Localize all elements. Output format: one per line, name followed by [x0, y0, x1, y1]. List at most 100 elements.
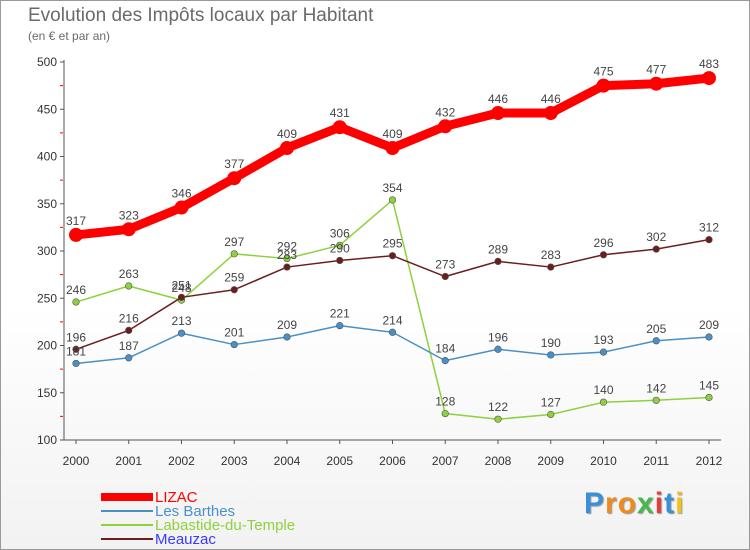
logo-letter: P [584, 487, 606, 520]
data-point [230, 250, 238, 258]
data-label: 140 [593, 383, 613, 397]
data-label: 283 [541, 248, 561, 262]
data-label: 290 [330, 241, 350, 255]
data-point [547, 351, 555, 359]
y-tick-label: 500 [37, 55, 57, 69]
data-label: 295 [382, 237, 402, 251]
logo-letter: r [605, 487, 618, 520]
data-label: 209 [699, 318, 719, 332]
data-point [649, 76, 664, 91]
data-point [177, 293, 186, 301]
chart-subtitle: (en € et par an) [28, 29, 111, 43]
data-point [494, 257, 502, 265]
y-tick-label: 400 [37, 150, 57, 164]
data-point [652, 245, 660, 253]
data-point [596, 78, 611, 93]
data-label: 246 [66, 283, 86, 297]
data-label: 128 [435, 395, 455, 409]
y-tick-label: 250 [37, 291, 57, 305]
data-point [702, 71, 716, 86]
x-tick-label: 2012 [696, 454, 723, 468]
x-tick-label: 2004 [274, 454, 301, 468]
data-point [280, 140, 294, 155]
data-point [491, 106, 505, 121]
data-point [599, 398, 608, 406]
series-line-labastide-du-temple [75, 199, 710, 420]
data-point [230, 340, 238, 349]
data-label: 196 [488, 330, 508, 344]
data-point [125, 282, 133, 290]
x-tick-label: 2003 [221, 454, 248, 468]
logo-letter: i [675, 487, 685, 520]
data-label: 184 [435, 342, 455, 356]
data-point [388, 252, 397, 260]
data-label: 251 [171, 278, 191, 292]
data-label: 432 [435, 105, 455, 119]
data-point [547, 410, 555, 419]
data-label: 142 [646, 381, 666, 395]
data-label: 296 [593, 236, 613, 250]
data-point [705, 333, 713, 341]
data-label: 145 [699, 378, 719, 392]
legend-label: Les Barthes [155, 503, 236, 520]
data-point [705, 236, 713, 244]
data-label: 214 [382, 313, 402, 327]
logo-letter: o [617, 487, 638, 520]
x-tick-label: 2009 [537, 454, 564, 468]
y-tick-label: 150 [37, 386, 57, 400]
data-label: 306 [330, 226, 350, 240]
data-point [494, 415, 502, 423]
data-label: 312 [699, 221, 719, 235]
logo-letter: t [664, 487, 676, 520]
logo-letter: i [654, 487, 665, 520]
data-label: 346 [171, 187, 191, 201]
x-tick-label: 2005 [326, 454, 353, 468]
data-point [72, 359, 80, 368]
data-label: 289 [488, 242, 508, 256]
data-label: 323 [119, 208, 139, 222]
x-tick-label: 2011 [643, 454, 669, 468]
chart-title: Evolution des Impôts locaux par Habitant [28, 5, 374, 26]
series-line-lizac [71, 73, 714, 240]
data-label: 302 [646, 230, 666, 244]
y-tick-label: 450 [37, 102, 57, 116]
x-tick-label: 2007 [432, 454, 459, 468]
data-point [441, 357, 449, 365]
data-label: 446 [541, 92, 561, 106]
proxiti-logo: Proxiti [584, 487, 684, 521]
data-point [652, 337, 660, 345]
data-label: 190 [541, 336, 561, 350]
data-point [283, 263, 291, 271]
data-point [227, 171, 242, 186]
x-tick-label: 2000 [63, 454, 90, 468]
data-label: 122 [488, 400, 508, 414]
data-label: 446 [488, 92, 508, 106]
data-label: 409 [277, 127, 297, 141]
data-point [125, 354, 133, 362]
data-label: 193 [593, 333, 613, 347]
data-point [388, 196, 397, 204]
data-point [547, 263, 555, 271]
y-tick-label: 200 [37, 339, 57, 353]
legend-swatch [101, 493, 153, 501]
data-point [705, 393, 713, 402]
data-point [336, 256, 344, 265]
data-point [599, 348, 608, 356]
data-label: 181 [66, 344, 86, 358]
data-point [230, 286, 238, 294]
data-label: 216 [119, 311, 139, 325]
legend-label: Labastide-du-Temple [155, 517, 296, 534]
data-point [652, 396, 660, 404]
data-label: 483 [699, 57, 719, 71]
x-tick-label: 2002 [168, 454, 195, 468]
data-label: 127 [541, 395, 561, 409]
data-point [72, 298, 80, 306]
data-point [283, 254, 291, 263]
data-point [388, 328, 397, 336]
data-label: 213 [171, 314, 191, 328]
data-label: 201 [224, 326, 244, 340]
data-point [385, 140, 400, 155]
data-label: 259 [224, 271, 244, 285]
